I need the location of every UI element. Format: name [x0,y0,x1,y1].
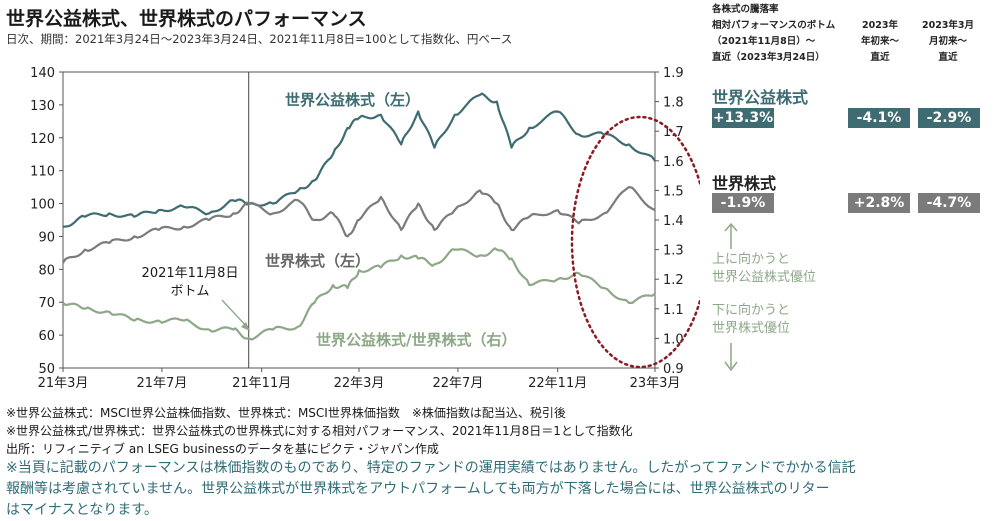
value-badge: -4.7% [918,193,980,213]
y-left-tick-label: 90 [38,230,55,245]
note-line: 世界株式優位 [712,321,791,336]
series-label: 世界株式（左） [265,252,370,270]
y-right-tick-label: 1.2 [663,273,684,288]
y-left-tick-label: 70 [38,296,55,311]
value-badge: -4.1% [848,108,910,128]
note-world-advantage: 下に向かうと 世界株式優位 [712,302,790,338]
row-label-world: 世界株式 [712,174,777,193]
series-relative-line [62,247,656,341]
header-line: 年初来～ [860,36,899,47]
y-right-tick-label: 1.0 [663,332,684,347]
line-chart: 50 60 70 80 90 100 110 120 130 140 0.9 1.0 1.1 1.2 1.3… [30,66,700,391]
annotation-date: 2021年11月8日 [142,266,239,281]
x-tick-label: 21年11月 [232,376,291,391]
note-utilities-advantage: 上に向かうと 世界公益株式優位 [712,251,816,287]
series-label: 世界公益株式（左） [285,91,420,109]
footnote-1: ※世界公益株式：MSCI世界公益株価指数、世界株式：MSCI世界株価指数 ※株価… [6,406,566,420]
y-right-tick-label: 1.6 [663,155,684,170]
disclaimer-line-1: ※当頁に記載のパフォーマンスは株価指数のものであり、特定のファンドの運用実績では… [6,460,856,476]
annotation-arrow-line [221,299,249,329]
note-line: 世界公益株式優位 [712,270,817,285]
y-right-tick-label: 1.7 [663,125,684,140]
value-badge: +13.3% [712,108,774,128]
table-header-ytd: 2023年 年初来～ 直近 [848,18,912,66]
header-line: 直近 [938,52,958,63]
header-line: 2023年 [862,20,898,31]
x-tick-label: 23年3月 [630,376,681,391]
table-header-mtd: 2023年3月 月初来～ 直近 [916,18,980,66]
arrow-up-icon [724,222,738,249]
header-line: 相対パフォーマンスのボトム [712,20,836,31]
value-badge: +2.8% [848,193,910,213]
table-header-period: 各株式の騰落率 相対パフォーマンスのボトム （2021年11月8日）～ 直近（2… [712,2,835,66]
chart-subtitle: 日次、期間：2021年3月24日～2023年3月24日、2021年11月8日=1… [6,32,513,46]
x-tick-label: 22年3月 [334,376,385,391]
row-label-utilities: 世界公益株式 [712,88,809,107]
footnote-2: ※世界公益株式/世界株式：世界公益株式の世界株式に対する相対パフォーマンス、20… [6,424,633,438]
arrow-down-icon [724,343,738,372]
disclaimer-line-2: 報酬等は考慮されていません。世界公益株式が世界株式をアウトパフォームしても両方が… [6,481,830,497]
note-line: 上に向かうと [712,252,791,267]
y-left-tick-label: 140 [30,66,55,81]
x-tick-label: 22年11月 [528,376,587,391]
annotation-bottom: ボトム [170,284,209,299]
chart-title: 世界公益株式、世界株式のパフォーマンス [6,8,367,30]
y-right-tick-label: 1.9 [663,66,684,81]
y-left-tick-label: 120 [30,132,55,147]
y-left-tick-label: 110 [30,165,55,180]
disclaimer-line-3: はマイナスとなります。 [6,502,158,518]
y-left-tick-label: 50 [38,362,55,377]
x-tick-label: 22年7月 [433,376,484,391]
annotation-arrow-head [241,322,250,331]
header-line: 直近（2023年3月24日） [712,52,825,63]
y-left-tick-label: 80 [38,263,55,278]
y-left-tick-label: 100 [30,198,55,213]
series-label: 世界公益株式/世界株式（右） [316,331,516,349]
y-right-tick-label: 1.8 [663,96,684,111]
header-line: 月初来～ [928,36,967,47]
footnote-source: 出所：リフィニティブ an LSEG businessのデータを基にピクテ・ジャ… [6,442,439,456]
header-line: （2021年11月8日）～ [712,36,816,47]
header-line: 各株式の騰落率 [712,4,779,15]
series-utilities-line [62,92,656,228]
y-right-tick-label: 0.9 [663,362,684,377]
y-right-tick-label: 1.3 [663,244,684,259]
y-right-tick-label: 1.5 [663,184,684,199]
value-badge: -2.9% [918,108,980,128]
header-line: 2023年3月 [921,20,975,31]
highlight-ellipse [570,115,700,369]
header-line: 直近 [870,52,890,63]
x-tick-label: 21年3月 [38,376,89,391]
x-tick-label: 21年7月 [137,376,188,391]
y-right-tick-label: 1.1 [663,303,684,318]
y-right-tick-label: 1.4 [663,214,684,229]
y-left-tick-label: 130 [30,99,55,114]
series-world-line [62,186,656,264]
y-left-tick-label: 60 [38,329,55,344]
note-line: 下に向かうと [712,303,791,318]
value-badge: -1.9% [712,193,774,213]
